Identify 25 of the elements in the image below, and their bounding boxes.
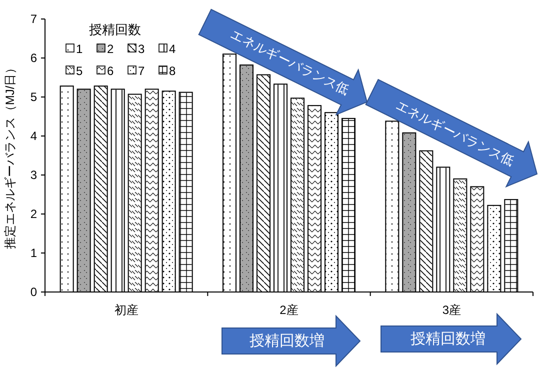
- text: 授精回数増: [410, 330, 486, 348]
- legend-label: 8: [169, 64, 176, 78]
- legend-label: 6: [107, 64, 114, 78]
- text: 授精回数増: [250, 332, 324, 350]
- y-tick-label: 2: [30, 207, 38, 221]
- annotation: エネルギーバランス低: [228, 26, 352, 98]
- legend-label: 1: [76, 42, 83, 56]
- y-tick-label: 4: [30, 129, 38, 143]
- y-tick-label: 5: [30, 90, 38, 104]
- y-tick-label: 3: [30, 168, 38, 182]
- annotation: エネルギーバランス低: [393, 97, 517, 169]
- y-tick-label: 1: [30, 246, 38, 260]
- legend-label: 7: [138, 64, 145, 78]
- y-tick-label: 7: [30, 12, 38, 26]
- x-tick-label: 3産: [442, 303, 462, 317]
- y-tick-label: 0: [30, 285, 38, 299]
- legend-label: 3: [138, 42, 145, 56]
- y-axis-title: 推定エネルギーバランス（MJ/日）: [3, 62, 17, 250]
- x-tick-label: 2産: [280, 303, 298, 317]
- y-tick-label: 6: [30, 51, 38, 65]
- legend-title: 授精回数: [89, 22, 141, 37]
- legend-label: 2: [107, 42, 114, 56]
- legend-label: 4: [169, 42, 176, 56]
- legend-label: 5: [76, 64, 83, 78]
- x-tick-label: 初産: [114, 303, 138, 317]
